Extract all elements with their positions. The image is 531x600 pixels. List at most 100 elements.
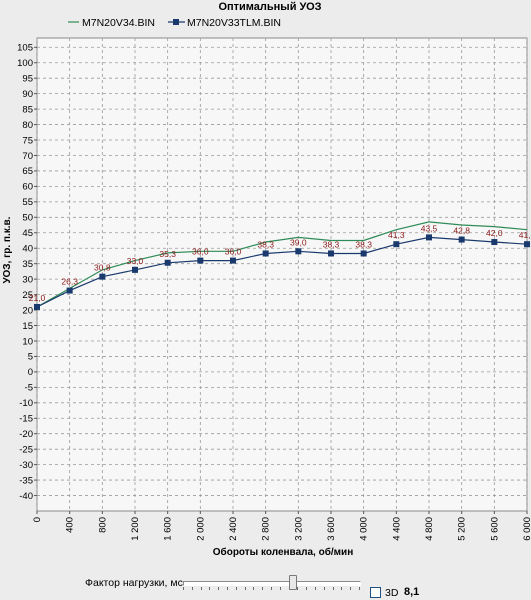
y-tick-label: -40 bbox=[19, 491, 33, 502]
y-tick-label: 45 bbox=[22, 228, 33, 239]
data-labels: 21,0 26,3 30,8 33,0 35,3 36,0 36,0 38,3 39,0 38,3… bbox=[29, 223, 531, 303]
slider-tick bbox=[279, 587, 281, 590]
y-tick-label: 30 bbox=[22, 274, 33, 285]
series-line-2 bbox=[36, 236, 528, 308]
y-tick-label: -25 bbox=[19, 444, 33, 455]
y-tick-label: 105 bbox=[17, 43, 33, 54]
series-2-point bbox=[491, 239, 498, 246]
data-label: 42,0 bbox=[486, 228, 503, 238]
y-tick-label: 100 bbox=[17, 58, 33, 69]
slider-ticks bbox=[183, 587, 360, 591]
y-tick-label: 80 bbox=[22, 120, 33, 131]
slider-tick bbox=[253, 587, 255, 590]
chart: Оптимальный УОЗ M7N20V34.BIN M7N20V33TLM… bbox=[2, 1, 531, 558]
slider-tick bbox=[288, 587, 290, 590]
data-label: 41,3 bbox=[388, 230, 405, 240]
y-tick-label: 55 bbox=[22, 197, 33, 208]
x-tick-label: 5 600 bbox=[489, 517, 500, 541]
series-2-point bbox=[458, 236, 465, 243]
slider-track[interactable] bbox=[183, 581, 361, 586]
gridlines bbox=[36, 38, 528, 511]
y-tick-label: 65 bbox=[22, 166, 33, 177]
x-tick-label: 4 000 bbox=[359, 517, 370, 541]
slider-tick bbox=[235, 587, 237, 590]
y-tick-label: -30 bbox=[19, 460, 33, 471]
series-2-point bbox=[197, 257, 204, 264]
x-tick-label: 0 bbox=[32, 517, 43, 522]
slider-tick bbox=[218, 587, 220, 590]
series-layer bbox=[34, 221, 530, 310]
slider-tick bbox=[191, 587, 193, 590]
load-factor-slider[interactable] bbox=[183, 575, 361, 595]
legend: M7N20V34.BIN M7N20V33TLM.BIN bbox=[68, 17, 281, 29]
slider-tick bbox=[315, 587, 316, 590]
legend-marker-series-2 bbox=[173, 19, 179, 25]
x-tick-label: 1 200 bbox=[130, 517, 141, 541]
y-tick-label: 35 bbox=[22, 259, 33, 270]
data-label: 38,3 bbox=[323, 239, 340, 249]
y-tick-label: 0 bbox=[28, 367, 33, 378]
slider-tick bbox=[359, 587, 360, 590]
y-tick-label: 20 bbox=[22, 305, 33, 316]
y-tick-label: 15 bbox=[22, 321, 33, 332]
x-tick-label: 3 600 bbox=[326, 517, 337, 541]
data-label: 26,3 bbox=[61, 277, 78, 287]
3d-checkbox[interactable] bbox=[370, 587, 381, 598]
legend-label-series-2: M7N20V33TLM.BIN bbox=[187, 17, 281, 29]
series-2-point bbox=[328, 250, 334, 257]
y-tick-label: 75 bbox=[22, 135, 33, 146]
slider-tick bbox=[341, 587, 343, 590]
slider-tick bbox=[262, 587, 264, 590]
data-label: 33,0 bbox=[127, 256, 144, 266]
data-label: 42,8 bbox=[453, 226, 470, 236]
y-tick-label: -15 bbox=[19, 414, 33, 425]
legend-label-series-1: M7N20V34.BIN bbox=[82, 17, 155, 29]
y-tick-label: 85 bbox=[22, 104, 33, 115]
x-axis-label: Обороты коленвала, об/мин bbox=[213, 546, 354, 558]
data-label: 36,0 bbox=[192, 247, 209, 257]
data-label: 39,0 bbox=[290, 237, 307, 247]
y-tick-label: 60 bbox=[22, 182, 33, 193]
data-label: 30,8 bbox=[94, 263, 111, 273]
series-2-point bbox=[360, 250, 367, 257]
x-tick-label: 400 bbox=[65, 517, 76, 533]
y-tick-label: 70 bbox=[22, 151, 33, 162]
slider-tick bbox=[323, 587, 325, 590]
slider-tick bbox=[200, 587, 202, 590]
controls-bar: Фактор нагрузки, мс 3D 8,1 bbox=[0, 572, 531, 600]
x-axis: 0 400 800 1 200 1 600 2 000 2 400 2 800 3 200 3 6… bbox=[32, 511, 531, 541]
series-2-point bbox=[426, 234, 432, 241]
slider-tick bbox=[183, 587, 184, 590]
data-label: 43,5 bbox=[421, 223, 438, 233]
x-tick-label: 4 400 bbox=[391, 517, 402, 541]
data-label: 35,3 bbox=[159, 249, 176, 259]
x-tick-label: 2 800 bbox=[261, 517, 272, 541]
slider-tick bbox=[209, 587, 211, 590]
y-tick-label: 5 bbox=[28, 352, 33, 363]
data-label: 38,3 bbox=[355, 239, 372, 249]
y-tick-label: 10 bbox=[22, 336, 33, 347]
slider-thumb[interactable] bbox=[289, 575, 298, 590]
series-2-point bbox=[99, 273, 106, 280]
y-tick-label: -20 bbox=[19, 429, 33, 440]
3d-checkbox-label[interactable]: 3D bbox=[385, 587, 399, 599]
y-axis: -40 -35 -30 -25 -20 -15 -10 -5 0 5 10 15 20 25 30 35 40 4… bbox=[17, 43, 37, 502]
data-label: 36,0 bbox=[225, 247, 242, 257]
load-factor-value: 8,1 bbox=[404, 586, 420, 598]
series-2-point bbox=[393, 241, 400, 248]
slider-tick bbox=[244, 587, 246, 590]
x-tick-label: 800 bbox=[97, 517, 108, 533]
y-tick-label: 25 bbox=[22, 290, 33, 301]
y-tick-label: -5 bbox=[25, 383, 33, 394]
series-2-point bbox=[230, 257, 236, 264]
series-2-point bbox=[524, 241, 530, 248]
slider-tick bbox=[297, 587, 299, 590]
y-tick-label: 90 bbox=[22, 89, 33, 100]
slider-tick bbox=[227, 587, 228, 590]
series-2-point bbox=[132, 266, 138, 273]
x-tick-label: 6 000 bbox=[522, 517, 531, 541]
load-factor-label: Фактор нагрузки, мс bbox=[85, 577, 183, 589]
x-tick-label: 3 200 bbox=[293, 517, 304, 541]
slider-tick bbox=[332, 587, 334, 590]
x-tick-label: 1 600 bbox=[163, 517, 174, 541]
